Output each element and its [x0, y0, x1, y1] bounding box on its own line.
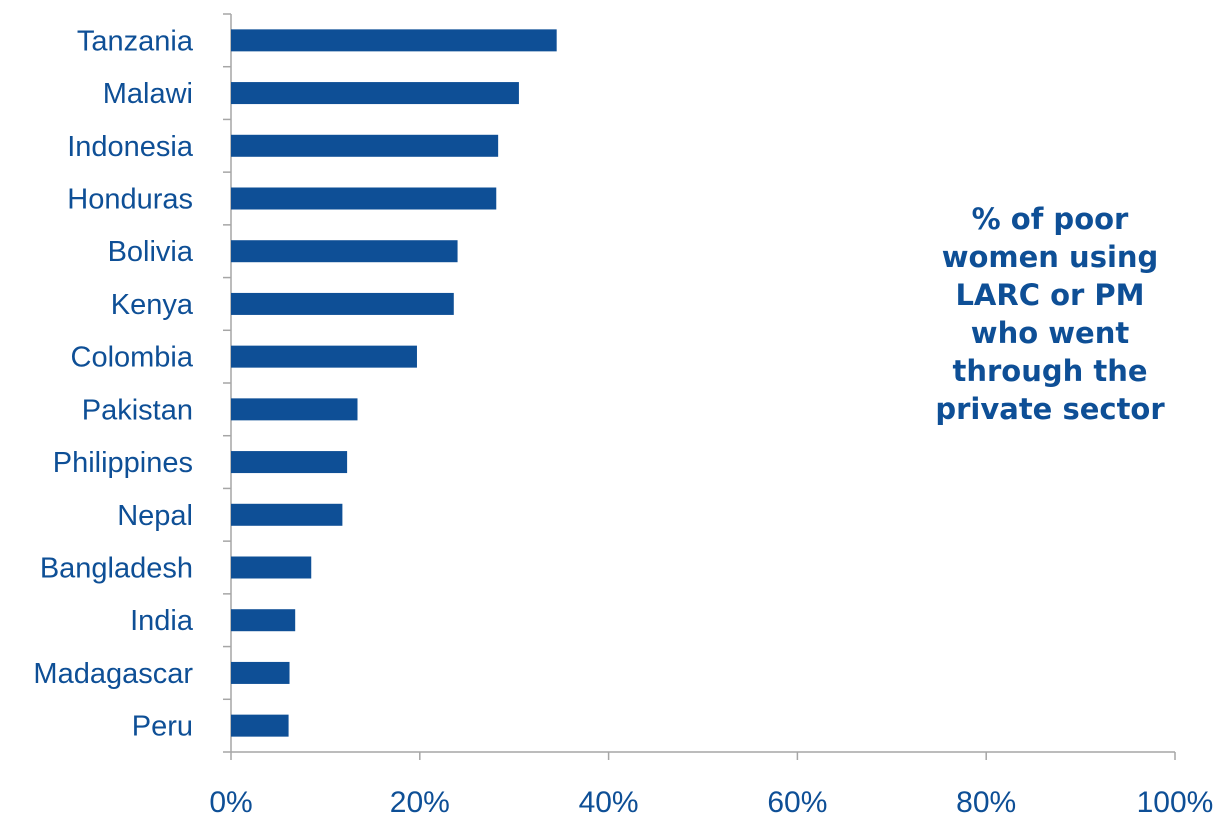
bar [231, 556, 312, 579]
chart-annotation: % of poor women using LARC or PM who wen… [905, 200, 1195, 428]
y-tick-label: Indonesia [67, 131, 194, 163]
y-tick-label: Malawi [103, 78, 193, 110]
x-tick-label: 40% [579, 786, 639, 817]
bar [231, 240, 458, 263]
x-tick-label: 100% [1137, 786, 1214, 817]
bar [231, 609, 296, 632]
bar [231, 292, 454, 315]
y-tick-label: Pakistan [82, 394, 193, 426]
bar [231, 82, 519, 105]
y-tick-label: Philippines [53, 447, 193, 479]
y-tick-label: Peru [132, 711, 193, 743]
annotation-line: women using [941, 240, 1159, 274]
annotation-line: private sector [935, 392, 1165, 426]
bar [231, 29, 557, 52]
x-tick-label: 80% [956, 786, 1016, 817]
bar [231, 187, 497, 210]
y-tick-label: Colombia [71, 342, 194, 374]
bar [231, 503, 343, 526]
y-tick-label: Madagascar [33, 658, 193, 690]
y-tick-label: Nepal [117, 500, 193, 532]
bar [231, 714, 289, 737]
annotation-line: % of poor [971, 202, 1129, 236]
y-tick-label: Honduras [67, 184, 193, 216]
y-tick-label: Tanzania [77, 25, 194, 57]
annotation-line: who went [970, 316, 1130, 350]
bar [231, 451, 348, 474]
y-tick-label: Bolivia [108, 236, 194, 268]
x-tick-label: 20% [390, 786, 450, 817]
bar [231, 398, 358, 421]
x-tick-label: 60% [767, 786, 827, 817]
bar [231, 134, 499, 157]
y-tick-label: Bangladesh [40, 553, 193, 585]
bar [231, 661, 290, 684]
annotation-line: through the [952, 354, 1148, 388]
x-tick-label: 0% [209, 786, 252, 817]
bar [231, 345, 417, 368]
y-tick-label: India [130, 605, 194, 637]
annotation-line: LARC or PM [955, 278, 1145, 312]
y-tick-label: Kenya [111, 289, 194, 321]
